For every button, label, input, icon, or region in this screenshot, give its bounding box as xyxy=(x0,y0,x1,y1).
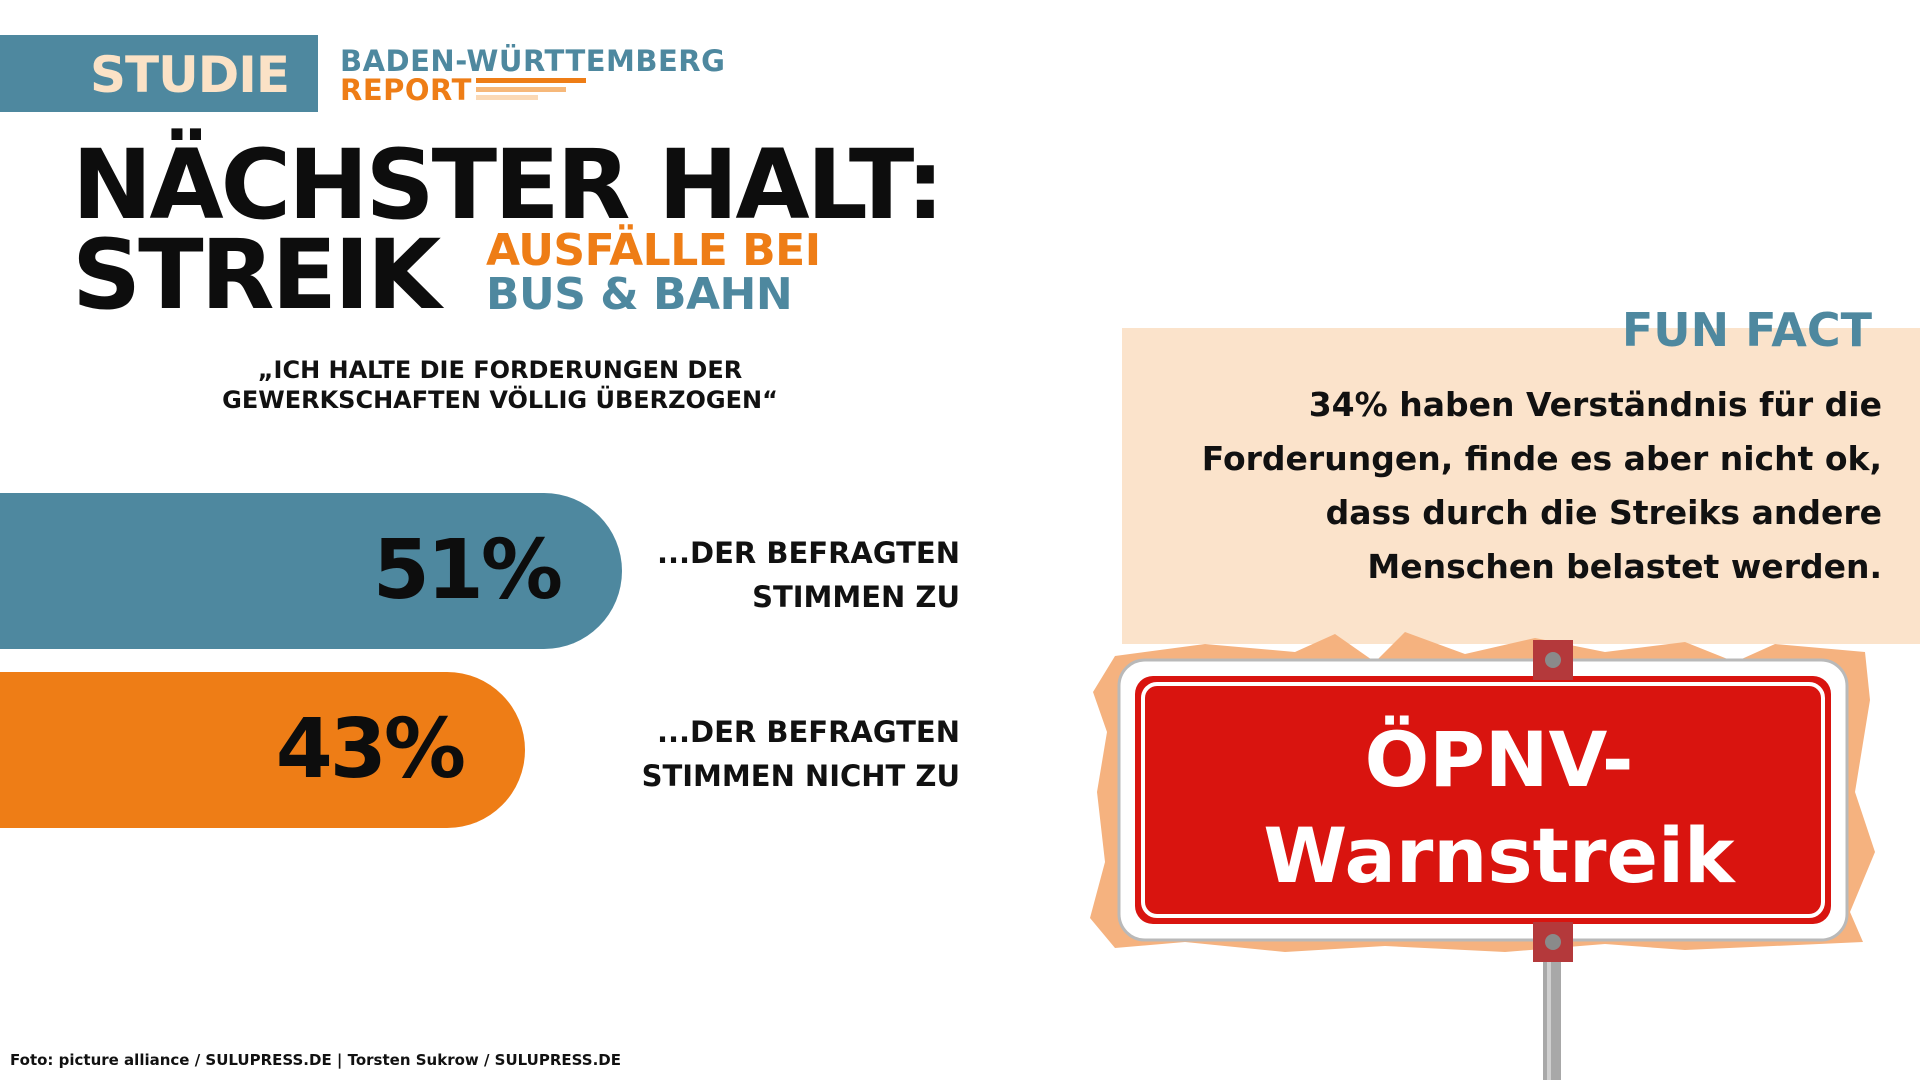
funfact-text: 34% haben Verständnis für die Forderunge… xyxy=(1122,378,1882,594)
sign-pole-highlight xyxy=(1547,942,1551,1080)
studie-tag-label: STUDIE xyxy=(90,46,290,104)
report-logo-line1: BADEN-WÜRTTEMBERG xyxy=(340,44,726,78)
funfact-line: dass durch die Streiks andere xyxy=(1325,493,1882,532)
subheadline-line1: AUSFÄLLE BEI xyxy=(486,225,821,276)
bar-category-label: ...DER BEFRAGTEN STIMMEN NICHT ZU xyxy=(540,710,960,798)
bar-2: 43% xyxy=(0,672,525,828)
bar-category-label-line: ...DER BEFRAGTEN xyxy=(656,715,960,749)
funfact-line: 34% haben Verständnis für die xyxy=(1308,385,1882,424)
bar-value-label: 51% xyxy=(372,523,563,618)
bar-value-label: 43% xyxy=(275,702,466,797)
bar-category-label-line: STIMMEN NICHT ZU xyxy=(641,759,960,793)
headline-line1: NÄCHSTER HALT: xyxy=(72,129,945,241)
subheadline-line2: BUS & BAHN xyxy=(486,269,793,320)
sign-bolt-top xyxy=(1545,652,1561,668)
sign-inner-line xyxy=(1141,682,1825,918)
sign-red-panel xyxy=(1135,676,1831,924)
studie-tag-background xyxy=(0,35,318,112)
chart-title-quote: „ICH HALTE DIE FORDERUNGEN DER GEWERKSCH… xyxy=(222,356,778,414)
funfact-line: Forderungen, finde es aber nicht ok, xyxy=(1201,439,1882,478)
funfact-line: Menschen belastet werden. xyxy=(1367,547,1882,586)
bar-1: 51% xyxy=(0,493,622,649)
bar-category-label: ...DER BEFRAGTEN STIMMEN ZU xyxy=(540,531,960,619)
sign-pole xyxy=(1543,942,1561,1080)
bar-category-label-line: STIMMEN ZU xyxy=(752,580,960,614)
headline-line2: STREIK xyxy=(72,219,441,331)
report-logo-stripe xyxy=(476,95,538,100)
bar-category-label-line: ...DER BEFRAGTEN xyxy=(656,536,960,570)
funfact-title: FUN FACT xyxy=(1621,303,1872,357)
report-logo-stripe xyxy=(476,78,586,83)
report-logo-stripe xyxy=(476,87,566,92)
funfact-box xyxy=(1122,328,1920,644)
sign-text: ÖPNV-Warnstreik xyxy=(1263,715,1735,900)
report-logo-line2: REPORT xyxy=(340,73,472,107)
warnstreik-sign-image xyxy=(1090,632,1875,1080)
photo-credit: Foto: picture alliance / SULUPRESS.DE | … xyxy=(10,1051,621,1069)
sign-bolt-bottom xyxy=(1545,934,1561,950)
